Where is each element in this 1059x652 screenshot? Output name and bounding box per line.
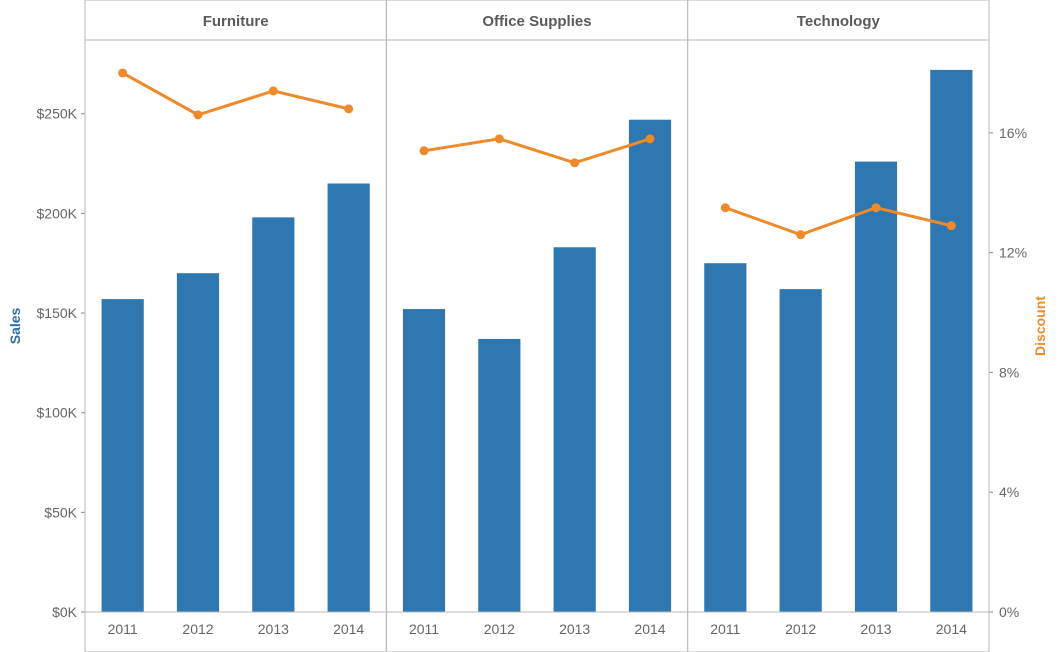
y-right-tick-label: 0%: [999, 604, 1019, 620]
y-right-tick-label: 4%: [999, 484, 1019, 500]
bar: [780, 289, 822, 612]
discount-marker: [721, 203, 730, 212]
bar: [554, 247, 596, 612]
discount-marker: [947, 221, 956, 230]
y-right-axis-title: Discount: [1032, 296, 1048, 356]
discount-marker: [646, 134, 655, 143]
x-tick-label: 2013: [559, 621, 590, 637]
discount-line: [424, 139, 650, 163]
discount-line: [725, 208, 951, 235]
y-left-tick-label: $50K: [44, 504, 77, 520]
discount-marker: [495, 134, 504, 143]
y-left-tick-label: $150K: [37, 305, 78, 321]
bar: [252, 217, 294, 612]
x-tick-label: 2014: [634, 621, 665, 637]
x-tick-label: 2012: [484, 621, 515, 637]
x-tick-label: 2013: [258, 621, 289, 637]
y-left-tick-label: $250K: [37, 106, 78, 122]
discount-marker: [118, 68, 127, 77]
discount-marker: [420, 146, 429, 155]
bar: [629, 120, 671, 612]
y-left-tick-label: $100K: [37, 405, 78, 421]
x-tick-label: 2012: [785, 621, 816, 637]
bar: [704, 263, 746, 612]
bar: [855, 162, 897, 612]
panel-title: Furniture: [203, 13, 269, 30]
discount-marker: [796, 230, 805, 239]
x-tick-label: 2014: [333, 621, 364, 637]
y-right-tick-label: 16%: [999, 125, 1027, 141]
bar: [478, 339, 520, 612]
bar: [177, 273, 219, 612]
x-tick-label: 2011: [710, 621, 740, 637]
x-tick-label: 2011: [108, 621, 138, 637]
y-left-axis-title: Sales: [7, 307, 23, 344]
discount-marker: [269, 86, 278, 95]
x-tick-label: 2014: [936, 621, 967, 637]
y-right-tick-label: 12%: [999, 245, 1027, 261]
right-gutter: [989, 0, 1059, 652]
chart-svg: $0K $50K $100K $150K $200K $250K Sales 0% 4% 8% 12…: [0, 0, 1059, 652]
discount-marker: [570, 158, 579, 167]
bar: [930, 70, 972, 612]
discount-marker: [194, 110, 203, 119]
x-tick-label: 2013: [860, 621, 891, 637]
discount-marker: [344, 104, 353, 113]
chart-root: $0K $50K $100K $150K $200K $250K Sales 0% 4% 8% 12…: [0, 0, 1059, 652]
y-right-tick-label: 8%: [999, 364, 1019, 380]
bar: [328, 183, 370, 612]
x-tick-label: 2012: [182, 621, 213, 637]
discount-marker: [872, 203, 881, 212]
discount-line: [123, 73, 349, 115]
y-left-tick-label: $200K: [37, 205, 78, 221]
panel-title: Technology: [797, 13, 881, 30]
bar: [403, 309, 445, 612]
x-tick-label: 2011: [409, 621, 439, 637]
bar: [102, 299, 144, 612]
y-left-tick-label: $0K: [52, 604, 78, 620]
panel-title: Office Supplies: [482, 13, 591, 30]
